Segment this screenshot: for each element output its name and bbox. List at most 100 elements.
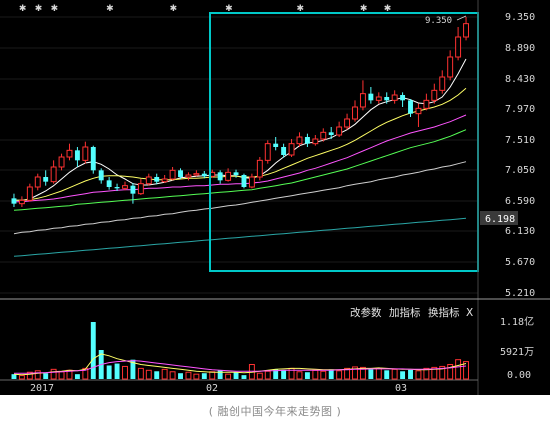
volume-bar-up (50, 368, 57, 380)
candle-body-up (439, 76, 446, 91)
candle-body-down (130, 185, 136, 194)
candle-body-down (368, 93, 374, 101)
price-tick: 5.210 (505, 288, 535, 299)
price-tick: 5.670 (505, 257, 535, 268)
swap-indicator-button[interactable]: 换指标 (428, 306, 460, 319)
candle-body-up (82, 146, 89, 161)
ma-line (14, 87, 467, 201)
candle-body-up (58, 156, 65, 168)
volume-bar-up (352, 366, 358, 380)
candle-body-up (320, 131, 327, 140)
volume-ma-line (14, 360, 467, 374)
ma-line (13, 129, 467, 211)
volume-bar-up (359, 366, 366, 380)
candle-body-up (137, 183, 144, 195)
candle-body-up (463, 23, 469, 38)
candle-body-up (18, 199, 25, 205)
event-marker: ✱ (296, 4, 304, 14)
volume-bar-down (400, 371, 406, 379)
candle-body-up (312, 138, 319, 145)
event-marker: ✱ (360, 4, 368, 14)
volume-bar-up (312, 369, 319, 380)
price-tick: 8.890 (505, 43, 535, 54)
modify-params-button[interactable]: 改参数 (350, 306, 382, 319)
price-tick: 7.050 (505, 165, 535, 176)
ma-line (14, 58, 467, 201)
price-tick: 7.970 (505, 104, 535, 115)
candle-body-down (74, 150, 80, 161)
volume-tick: 5921万 (500, 347, 534, 358)
price-axis: 9.350 8.890 8.430 7.970 7.510 7.050 6.59… (505, 12, 535, 299)
candle-body-up (352, 106, 358, 120)
volume-bar-down (368, 369, 374, 379)
volume-bar-down (217, 370, 223, 379)
candle-body-down (114, 187, 120, 189)
candle-body-up (431, 89, 438, 101)
volume-bar-down (106, 365, 112, 379)
volume-bar-up (256, 372, 263, 380)
candle-body-down (233, 172, 239, 175)
volume-bar-up (296, 371, 303, 380)
candle-body-up (359, 93, 366, 108)
volume-bar-up (463, 361, 469, 380)
grid-layer (0, 16, 478, 294)
event-marker: ✱ (384, 4, 392, 14)
add-indicator-button[interactable]: 加指标 (389, 306, 421, 319)
candle-body-up (375, 96, 382, 101)
volume-bar-up (161, 368, 168, 380)
volume-bar-up (423, 367, 430, 380)
stock-chart-window: ✱ ✱ ✱ ✱ ✱ ✱ ✱ ✱ ✱ 9.350 9.350 8.890 8.430 7.970 … (0, 0, 550, 395)
candle-body-down (98, 170, 104, 181)
candle-body-up (256, 159, 263, 178)
close-panel-button[interactable]: X (466, 307, 473, 319)
candle-body-down (217, 172, 223, 181)
candle-body-down (178, 170, 183, 177)
volume-bar-down (114, 363, 120, 379)
event-marker: ✱ (19, 4, 27, 14)
price-tick: 7.510 (505, 135, 535, 146)
x-tick-feb: 02 (206, 383, 218, 394)
candle-body-up (185, 174, 192, 178)
volume-bar-down (154, 371, 160, 379)
volume-bar-up (18, 375, 25, 380)
candle-body-down (408, 100, 413, 114)
volume-bar-up (137, 367, 144, 380)
volume-bar-up (225, 373, 232, 380)
volume-bar-up (193, 373, 200, 380)
candle-body-down (400, 95, 406, 101)
volume-axis: 1.18亿 5921万 0.00 (500, 315, 534, 381)
candle-body-up (288, 143, 295, 156)
volume-bar-down (304, 372, 310, 379)
volume-bar-down (74, 374, 80, 379)
candle-body-up (455, 36, 462, 58)
volume-bar-up (209, 371, 216, 380)
candle-body-down (281, 147, 287, 155)
volume-bar-down (273, 369, 279, 379)
volume-bar-down (90, 322, 96, 379)
candle-body-up (225, 171, 232, 181)
volume-ma-lines (13, 353, 467, 376)
candle-body-up (391, 94, 398, 101)
candle-body-up (193, 173, 200, 176)
candle-body-down (273, 143, 279, 147)
candle-body-up (344, 118, 351, 128)
candle-body-down (43, 177, 49, 182)
volume-bar-up (391, 368, 398, 380)
volume-bar-down (384, 370, 390, 379)
price-tick: 6.130 (505, 226, 535, 237)
volume-bar-up (320, 370, 327, 380)
event-marker: ✱ (51, 4, 59, 14)
volume-bar-up (455, 359, 462, 380)
candle-body-up (66, 149, 73, 158)
candlestick-series (11, 17, 469, 207)
event-marker: ✱ (35, 4, 43, 14)
x-tick-2017: 2017 (30, 383, 54, 394)
event-marker: ✱ (106, 4, 114, 14)
volume-bar-down (281, 370, 287, 379)
current-price-badge (480, 211, 518, 225)
stock-chart-canvas: ✱ ✱ ✱ ✱ ✱ ✱ ✱ ✱ ✱ 9.350 9.350 8.890 8.430 7.970 … (0, 0, 550, 395)
moving-average-lines (13, 58, 467, 257)
volume-bar-up (264, 370, 271, 380)
candle-body-up (415, 107, 422, 115)
candle-body-down (106, 180, 112, 187)
